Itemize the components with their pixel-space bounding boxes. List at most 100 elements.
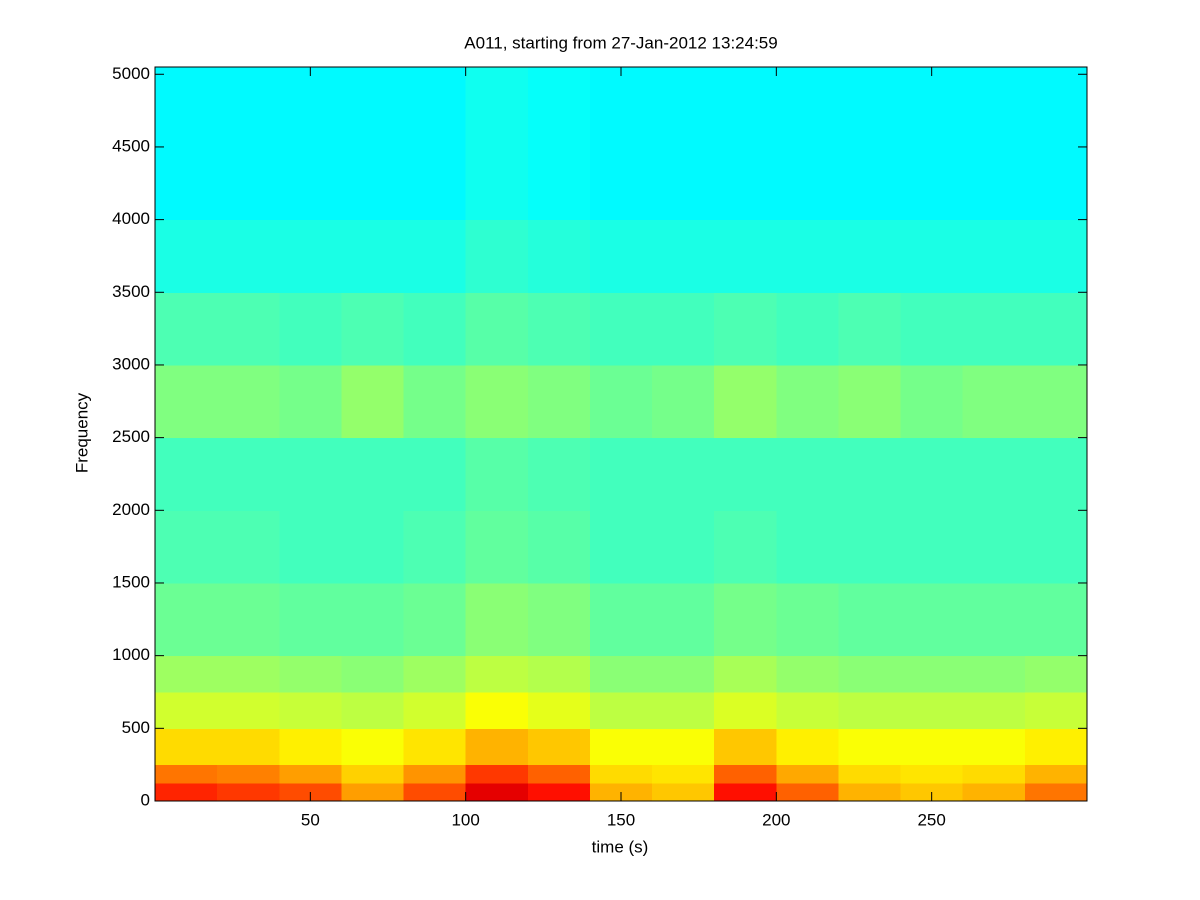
spectrogram-cell [527,728,591,766]
spectrogram-cell [527,782,591,802]
spectrogram-cell [403,437,467,511]
spectrogram-cell [341,510,405,584]
spectrogram-cell [527,655,591,693]
spectrogram-cell [403,691,467,729]
y-tick-label: 4000 [112,209,150,228]
spectrogram-image [155,67,1088,802]
chart-title: A011, starting from 27-Jan-2012 13:24:59 [464,33,777,52]
spectrogram-cell [838,582,902,657]
spectrogram-cell [527,292,591,366]
spectrogram-cell [217,655,280,693]
spectrogram-cell [403,219,467,293]
spectrogram-cell [776,582,839,657]
spectrogram-cell [714,691,777,729]
spectrogram-cell [900,764,964,784]
spectrogram-cell [714,292,777,366]
x-axis-label: time (s) [592,837,649,856]
y-axis-label: Frequency [72,392,91,473]
spectrogram-cell [155,437,218,511]
spectrogram-cell [838,292,902,366]
spectrogram-cell [776,510,839,584]
spectrogram-cell [776,437,839,511]
spectrogram-cell [1024,655,1088,693]
y-tick-label: 4500 [112,136,150,155]
spectrogram-cell [465,292,529,366]
spectrogram-cell [465,582,529,657]
spectrogram-cell [652,655,715,693]
spectrogram-cell [714,582,777,657]
spectrogram-cell [900,582,964,657]
spectrogram-cell [1024,510,1088,584]
spectrogram-cell [962,510,1026,584]
spectrogram-cell [776,364,839,439]
x-tick-label: 100 [451,810,479,829]
spectrogram-cell [838,728,902,766]
spectrogram-cell [652,364,715,439]
spectrogram-cell [341,691,405,729]
spectrogram-cell [589,655,653,693]
spectrogram-cell [776,67,839,221]
spectrogram-cell [652,782,715,802]
spectrogram-cell [155,764,218,784]
spectrogram-cell [589,364,653,439]
spectrogram-cell [279,582,342,657]
spectrogram-cell [403,67,467,221]
spectrogram-cell [403,292,467,366]
spectrogram-cell [714,764,777,784]
spectrogram-cell [714,364,777,439]
spectrogram-cell [341,655,405,693]
spectrogram-cell [279,219,342,293]
spectrogram-cell [838,364,902,439]
spectrogram-cell [279,67,342,221]
spectrogram-cell [341,67,405,221]
spectrogram-cell [1024,764,1088,784]
spectrogram-cell [279,437,342,511]
spectrogram-cell [279,364,342,439]
spectrogram-cell [341,219,405,293]
spectrogram-cell [527,582,591,657]
spectrogram-cell [403,364,467,439]
spectrogram-cell [403,764,467,784]
spectrogram-cell [217,764,280,784]
spectrogram-cell [1024,728,1088,766]
spectrogram-cell [962,691,1026,729]
y-tick-label: 3000 [112,354,150,373]
spectrogram-cell [652,691,715,729]
spectrogram-cell [900,364,964,439]
spectrogram-cell [962,782,1026,802]
spectrogram-cell [652,510,715,584]
spectrogram-cell [776,728,839,766]
spectrogram-cell [155,782,218,802]
spectrogram-cell [217,582,280,657]
spectrogram-cell [341,764,405,784]
spectrogram-cell [465,728,529,766]
spectrogram-cell [341,728,405,766]
spectrogram-cell [1024,437,1088,511]
spectrogram-cell [962,655,1026,693]
spectrogram-cell [279,728,342,766]
spectrogram-cell [527,437,591,511]
spectrogram-cell [155,728,218,766]
spectrogram-cell [279,510,342,584]
spectrogram-cell [838,67,902,221]
y-tick-label: 2000 [112,500,150,519]
spectrogram-cell [217,364,280,439]
spectrogram-cell [217,728,280,766]
spectrogram-cell [838,437,902,511]
spectrogram-cell [838,782,902,802]
spectrogram-cell [838,510,902,584]
spectrogram-cell [403,655,467,693]
spectrogram-cell [714,219,777,293]
spectrogram-cell [900,292,964,366]
spectrogram-cell [589,582,653,657]
spectrogram-cell [279,764,342,784]
spectrogram-cell [838,655,902,693]
spectrogram-cell [217,691,280,729]
spectrogram-cell [217,292,280,366]
spectrogram-cell [900,219,964,293]
spectrogram-cell [714,728,777,766]
spectrogram-cell [714,782,777,802]
spectrogram-cell [465,510,529,584]
spectrogram-cell [1024,691,1088,729]
spectrogram-cell [589,691,653,729]
